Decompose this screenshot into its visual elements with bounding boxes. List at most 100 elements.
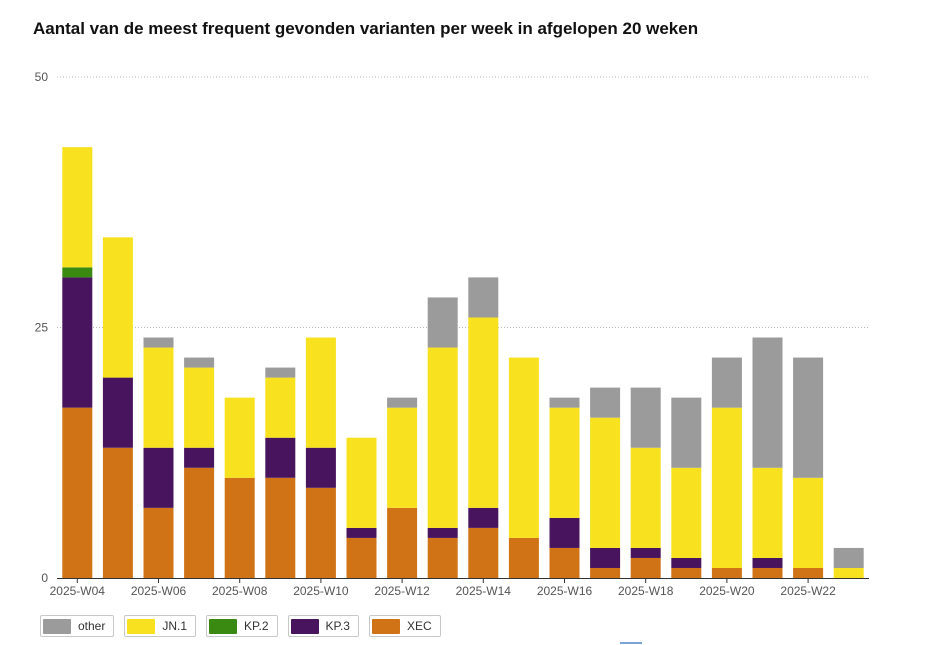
bar-segment-other[interactable] <box>549 397 580 408</box>
bar-segment-xec[interactable] <box>671 567 702 578</box>
bar-segment-xec[interactable] <box>752 567 783 578</box>
x-tick-label: 2025-W10 <box>293 584 349 598</box>
bar-stack-2025-W16[interactable] <box>549 397 580 578</box>
bar-segment-kp3[interactable] <box>549 517 580 548</box>
bar-segment-other[interactable] <box>143 337 174 348</box>
bar-segment-other[interactable] <box>184 357 215 368</box>
bar-stack-2025-W08[interactable] <box>224 397 255 578</box>
bar-stack-2025-W05[interactable] <box>102 237 133 578</box>
bar-segment-kp2[interactable] <box>62 267 93 278</box>
bar-segment-jn1[interactable] <box>549 407 580 518</box>
bar-segment-other[interactable] <box>387 397 418 408</box>
bar-segment-jn1[interactable] <box>793 477 824 568</box>
bar-segment-other[interactable] <box>711 357 742 408</box>
bar-segment-kp3[interactable] <box>468 507 499 528</box>
legend-item-jn1[interactable]: JN.1 <box>124 615 197 637</box>
legend-item-kp2[interactable]: KP.2 <box>206 615 278 637</box>
bar-segment-kp3[interactable] <box>752 557 783 568</box>
bar-stack-2025-W17[interactable] <box>590 387 621 578</box>
bar-segment-jn1[interactable] <box>630 447 661 548</box>
scroll-indicator <box>620 642 642 644</box>
legend-item-xec[interactable]: XEC <box>368 615 441 637</box>
bar-segment-xec[interactable] <box>305 487 336 578</box>
bar-segment-other[interactable] <box>793 357 824 478</box>
bar-segment-jn1[interactable] <box>711 407 742 568</box>
bar-segment-xec[interactable] <box>711 567 742 578</box>
bar-stack-2025-W13[interactable] <box>427 297 458 578</box>
bar-segment-jn1[interactable] <box>508 357 539 538</box>
bar-segment-jn1[interactable] <box>590 417 621 548</box>
bar-segment-kp3[interactable] <box>346 527 377 538</box>
bar-stack-2025-W21[interactable] <box>752 337 783 578</box>
bar-stack-2025-W23[interactable] <box>833 547 864 578</box>
bar-segment-jn1[interactable] <box>833 567 864 578</box>
bar-stack-2025-W10[interactable] <box>305 337 336 578</box>
bar-segment-other[interactable] <box>671 397 702 468</box>
legend-label-other: other <box>78 619 106 633</box>
bar-segment-jn1[interactable] <box>752 467 783 558</box>
bar-segment-other[interactable] <box>265 367 296 378</box>
bar-segment-jn1[interactable] <box>671 467 702 558</box>
bar-segment-xec[interactable] <box>143 507 174 578</box>
bar-stack-2025-W12[interactable] <box>387 397 418 578</box>
bar-segment-jn1[interactable] <box>468 317 499 508</box>
bar-segment-xec[interactable] <box>468 527 499 578</box>
bar-segment-xec[interactable] <box>62 407 93 578</box>
bar-segment-xec[interactable] <box>346 537 377 578</box>
bar-segment-other[interactable] <box>752 337 783 468</box>
bar-segment-xec[interactable] <box>590 567 621 578</box>
bar-segment-kp3[interactable] <box>184 447 215 468</box>
bar-segment-xec[interactable] <box>102 447 133 578</box>
bar-segment-kp3[interactable] <box>630 547 661 558</box>
bar-segment-jn1[interactable] <box>387 407 418 508</box>
bar-segment-xec[interactable] <box>387 507 418 578</box>
bar-segment-other[interactable] <box>427 297 458 348</box>
bar-segment-other[interactable] <box>630 387 661 448</box>
legend-item-other[interactable]: other <box>40 615 115 637</box>
bar-segment-kp3[interactable] <box>62 277 93 408</box>
bar-stack-2025-W14[interactable] <box>468 277 499 578</box>
bar-segment-other[interactable] <box>590 387 621 418</box>
bar-segment-xec[interactable] <box>508 537 539 578</box>
bar-segment-jn1[interactable] <box>427 347 458 528</box>
bar-segment-kp3[interactable] <box>143 447 174 508</box>
bar-segment-xec[interactable] <box>427 537 458 578</box>
bar-segment-jn1[interactable] <box>62 147 93 268</box>
x-tick-label: 2025-W20 <box>699 584 755 598</box>
bar-segment-xec[interactable] <box>793 567 824 578</box>
bar-stack-2025-W11[interactable] <box>346 437 377 578</box>
bar-segment-other[interactable] <box>468 277 499 318</box>
bar-stack-2025-W20[interactable] <box>711 357 742 578</box>
bar-segment-xec[interactable] <box>630 557 661 578</box>
bar-segment-jn1[interactable] <box>184 367 215 448</box>
y-tick-label: 0 <box>41 571 48 585</box>
bar-segment-xec[interactable] <box>549 547 580 578</box>
x-tick-label: 2025-W06 <box>131 584 187 598</box>
bar-segment-xec[interactable] <box>224 477 255 578</box>
bar-stack-2025-W19[interactable] <box>671 397 702 578</box>
bar-segment-kp3[interactable] <box>590 547 621 568</box>
bar-segment-jn1[interactable] <box>143 347 174 448</box>
bar-segment-kp3[interactable] <box>102 377 133 448</box>
bar-segment-xec[interactable] <box>265 477 296 578</box>
bar-segment-jn1[interactable] <box>346 437 377 528</box>
bar-segment-jn1[interactable] <box>102 237 133 378</box>
bar-segment-other[interactable] <box>833 547 864 568</box>
bar-segment-jn1[interactable] <box>265 377 296 438</box>
legend-item-kp3[interactable]: KP.3 <box>287 615 359 637</box>
bar-segment-kp3[interactable] <box>305 447 336 488</box>
bar-stack-2025-W18[interactable] <box>630 387 661 578</box>
bar-segment-jn1[interactable] <box>305 337 336 448</box>
x-tick-label: 2025-W22 <box>780 584 836 598</box>
bar-stack-2025-W07[interactable] <box>184 357 215 578</box>
bar-segment-jn1[interactable] <box>224 397 255 478</box>
bar-stack-2025-W09[interactable] <box>265 367 296 578</box>
bar-stack-2025-W04[interactable] <box>62 147 93 578</box>
bar-segment-kp3[interactable] <box>671 557 702 568</box>
bar-stack-2025-W06[interactable] <box>143 337 174 578</box>
bar-segment-kp3[interactable] <box>427 527 458 538</box>
bar-stack-2025-W22[interactable] <box>793 357 824 578</box>
bar-stack-2025-W15[interactable] <box>508 357 539 578</box>
bar-segment-kp3[interactable] <box>265 437 296 478</box>
bar-segment-xec[interactable] <box>184 467 215 578</box>
